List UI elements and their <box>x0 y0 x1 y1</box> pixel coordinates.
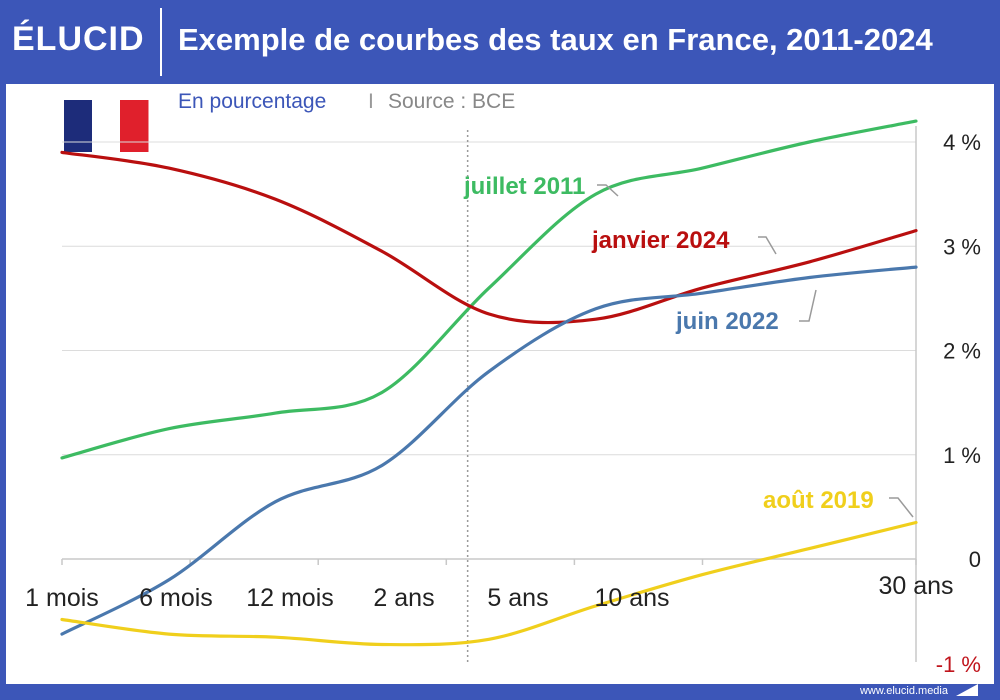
label-leader-line <box>799 289 817 322</box>
footer-url: www.elucid.media <box>859 685 948 697</box>
flag-stripe <box>120 100 149 152</box>
x-tick-label: 5 ans <box>487 584 548 612</box>
series-line-aout-2019 <box>60 520 918 647</box>
axes <box>61 126 917 662</box>
y-tick-label: 4 % <box>943 130 981 155</box>
header: ÉLUCID Exemple de courbes des taux en Fr… <box>0 0 1000 84</box>
series-line-juin-2022 <box>60 265 918 636</box>
elucid-logo: ÉLUCID <box>12 20 145 58</box>
y-tick-label: 1 % <box>943 443 981 468</box>
header-divider <box>160 8 162 76</box>
label-janvier-2024: janvier 2024 <box>591 227 730 254</box>
chart-title: Exemple de courbes des taux en France, 2… <box>178 22 933 57</box>
x-tick-label: 12 mois <box>246 584 334 612</box>
elucid-mark-icon <box>956 684 978 696</box>
label-aout-2019: août 2019 <box>763 487 874 514</box>
y-tick-label: 3 % <box>943 234 981 259</box>
x-tick-label: 2 ans <box>373 584 434 612</box>
flag-stripe <box>92 100 121 152</box>
tick-labels: 1 mois 6 mois 12 mois 2 ans 5 ans 10 ans 30 an… <box>25 130 981 677</box>
label-leader-line <box>889 497 914 518</box>
x-tick-label: 1 mois <box>25 584 99 612</box>
label-leader-line <box>758 236 777 255</box>
x-tick-label: 30 ans <box>878 572 953 600</box>
label-juillet-2011: juillet 2011 <box>463 173 585 200</box>
flag-stripe <box>64 100 93 152</box>
chart-panel: En pourcentage I Source : BCE juillet 20… <box>6 84 994 684</box>
subtitle-source: Source : BCE <box>388 90 515 113</box>
subtitle-unit: En pourcentage <box>178 90 326 113</box>
label-leader-line <box>597 184 619 197</box>
subtitle-separator: I <box>368 90 374 113</box>
y-tick-label: 0 <box>969 547 981 572</box>
y-tick-label: 2 % <box>943 339 981 364</box>
y-tick-label: -1 % <box>936 652 981 677</box>
yield-curve-chart: En pourcentage I Source : BCE juillet 20… <box>25 90 981 677</box>
series-lines <box>60 119 918 647</box>
label-juin-2022: juin 2022 <box>675 308 779 335</box>
x-tick-label: 10 ans <box>594 584 669 612</box>
france-flag-icon <box>64 100 149 152</box>
series-line-janvier-2024 <box>60 150 918 325</box>
x-tick-label: 6 mois <box>139 584 213 612</box>
series-line-juillet-2011 <box>60 119 918 460</box>
gridlines <box>62 141 916 456</box>
